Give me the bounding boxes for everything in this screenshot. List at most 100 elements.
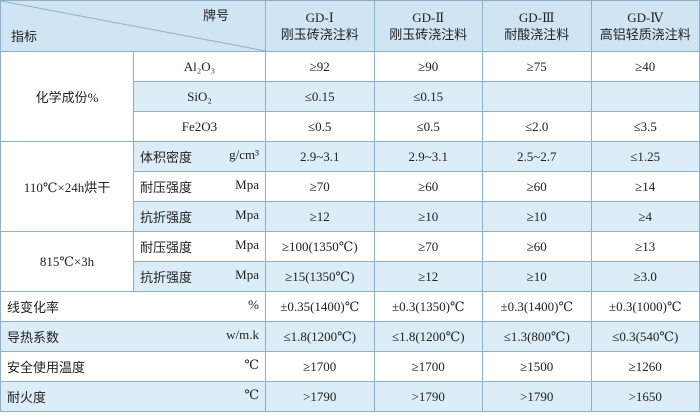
item-split: 抗折强度 Mpa <box>140 267 259 286</box>
value-cell: ±0.3(1000)℃ <box>590 291 700 322</box>
value-cell: ≥14 <box>590 171 700 202</box>
row: 抗折强度 Mpa ≥15(1350℃) ≥12 ≥10 ≥3.0 <box>1 261 700 292</box>
header-row: 牌号 指标 GD-Ⅰ 刚玉砖浇注料 GD-Ⅱ 刚玉砖浇注料 GD-Ⅲ 耐酸浇注料 GD-Ⅳ 高… <box>0 0 700 52</box>
value-cell: ≤1.8(1200℃) <box>265 321 375 352</box>
corner-bottom: 指标 <box>11 29 38 44</box>
value-cell: ≥15(1350℃) <box>265 261 375 292</box>
item-cell: 抗折强度 Mpa <box>133 201 266 232</box>
column-header: GD-Ⅳ 高铝轻质浇注料 <box>590 0 700 52</box>
row: 化学成份% Al₂O₃ ≥92 ≥90 ≥75 ≥40 <box>0 51 700 142</box>
value-cell: ≥60 <box>482 171 592 202</box>
item-cell: SiO₂ <box>133 81 266 112</box>
value-cell: ±0.3(1400)℃ <box>482 291 592 322</box>
value-cell: ≥13 <box>590 231 700 262</box>
item-label: Al₂O₃ <box>183 58 216 74</box>
row: 耐压强度 Mpa ≥70 ≥60 ≥60 ≥14 <box>1 171 700 202</box>
column-code: GD-Ⅳ <box>627 10 664 25</box>
row: 110℃×24h烘干 体积密度 g/cm³ 2.9~3.1 2.9~3.1 2.5~2.7… <box>0 141 700 232</box>
empty-cell <box>590 81 700 112</box>
item-label: 抗折强度 <box>140 210 193 225</box>
item-label: 体积密度 <box>140 150 193 165</box>
value-cell: >1650 <box>590 381 700 412</box>
value-cell: ≥75 <box>482 51 592 82</box>
row-label-cell: 线变化率% <box>0 291 266 322</box>
item-unit: Mpa <box>235 237 259 252</box>
row-label-cell: 导热系数 w/m.k <box>0 321 266 352</box>
value-cell: >1790 <box>482 381 592 412</box>
row: 导热系数 w/m.k ≤1.8(1200℃) ≤1.8(1200℃) ≤1.3(800℃… <box>0 321 700 352</box>
row-unit: % <box>248 297 259 312</box>
item-cell: 耐压强度 Mpa <box>133 171 266 202</box>
column-header: GD-Ⅱ 刚玉砖浇注料 <box>373 0 483 52</box>
item-cell: Al₂O₃ <box>133 51 266 82</box>
value-cell: >1790 <box>373 381 483 412</box>
item-split: 抗折强度 Mpa <box>140 207 259 226</box>
item-label: SiO₂ <box>187 88 212 104</box>
value-cell: ≤0.3(540℃) <box>590 321 700 352</box>
row: 抗折强度 Mpa ≥12 ≥10 ≥10 ≥4 <box>1 201 700 232</box>
value-cell: ≥10 <box>482 201 592 232</box>
item-unit: Mpa <box>235 177 259 192</box>
row: 815℃×3h 耐压强度 Mpa ≥100(1350℃) ≥70 ≥60 ≥13 <box>0 231 700 292</box>
row-label-cell: 耐火度 ℃ <box>0 381 266 412</box>
column-name: 刚玉砖浇注料 <box>280 27 359 42</box>
value-cell: ≥70 <box>373 231 483 262</box>
column-name: 刚玉砖浇注料 <box>389 27 468 42</box>
value-cell: ≥10 <box>482 261 592 292</box>
item-cell: 耐压强度 Mpa <box>133 231 266 262</box>
column-name: 耐酸浇注料 <box>504 27 570 42</box>
item-cell: Fe2O3 <box>133 111 266 142</box>
column-code: GD-Ⅲ <box>518 10 555 25</box>
value-cell: ≥3.0 <box>590 261 700 292</box>
row-unit: w/m.k <box>226 327 259 342</box>
table-body: 化学成份% Al₂O₃ ≥92 ≥90 ≥75 ≥40 SiO₂ ≤0.15 ≤0.15 Fe2O… <box>0 51 700 412</box>
row-split: 安全使用温度 ℃ <box>7 357 259 376</box>
item-label: 抗折强度 <box>140 270 193 285</box>
value-cell: ≥92 <box>265 51 375 82</box>
value-cell: ≤1.3(800℃) <box>482 321 592 352</box>
item-label: 耐压强度 <box>140 240 193 255</box>
row: 安全使用温度 ℃ ≥1700 ≥1700 ≥1500 ≥1260 <box>0 351 700 382</box>
value-cell: ≥4 <box>590 201 700 232</box>
value-cell: 2.9~3.1 <box>373 141 483 172</box>
value-cell: ≥1700 <box>373 351 483 382</box>
value-cell: ±0.35(1400)℃ <box>265 291 375 322</box>
column-code: GD-Ⅰ <box>305 10 334 25</box>
value-cell: 2.5~2.7 <box>482 141 592 172</box>
corner-top: 牌号 <box>202 8 229 23</box>
value-cell: ≤0.5 <box>265 111 375 142</box>
column-name: 高铝轻质浇注料 <box>599 27 691 42</box>
item-unit: Mpa <box>235 207 259 222</box>
value-cell: ≤3.5 <box>590 111 700 142</box>
diagonal <box>1 1 265 51</box>
value-cell: ≤0.15 <box>265 81 375 112</box>
value-cell: ≤1.25 <box>590 141 700 172</box>
value-cell: ≥60 <box>482 231 592 262</box>
group-label: 110℃×24h烘干 <box>0 141 134 232</box>
row-label-cell: 安全使用温度 ℃ <box>0 351 266 382</box>
item-label: 耐压强度 <box>140 180 193 195</box>
item-split: 体积密度 g/cm³ <box>140 147 259 166</box>
row-label: 安全使用温度 <box>7 360 86 375</box>
item-unit: g/cm³ <box>229 147 259 162</box>
value-cell: ≥1700 <box>265 351 375 382</box>
value-cell: ≤0.15 <box>373 81 483 112</box>
value-cell: ≥70 <box>265 171 375 202</box>
value-cell: ≥100(1350℃) <box>265 231 375 262</box>
row: 线变化率% ±0.35(1400)℃ ±0.3(1350)℃ ±0.3(1400)℃ ±… <box>0 291 700 322</box>
value-cell: ±0.3(1350)℃ <box>373 291 483 322</box>
row-split: 导热系数 w/m.k <box>7 327 259 346</box>
item-cell: 体积密度 g/cm³ <box>133 141 266 172</box>
value-cell: ≥40 <box>590 51 700 82</box>
row-split: 耐火度 ℃ <box>7 387 259 406</box>
row: 耐火度 ℃ >1790 >1790 >1790 >1650 <box>0 381 700 412</box>
item-split: 耐压强度 Mpa <box>140 237 259 256</box>
row-unit: ℃ <box>244 357 259 372</box>
value-cell: ≤2.0 <box>482 111 592 142</box>
row-label: 线变化率 <box>7 300 60 315</box>
empty-cell <box>482 81 592 112</box>
group-label: 化学成份% <box>0 51 134 142</box>
corner-cell: 牌号 指标 <box>0 0 266 52</box>
